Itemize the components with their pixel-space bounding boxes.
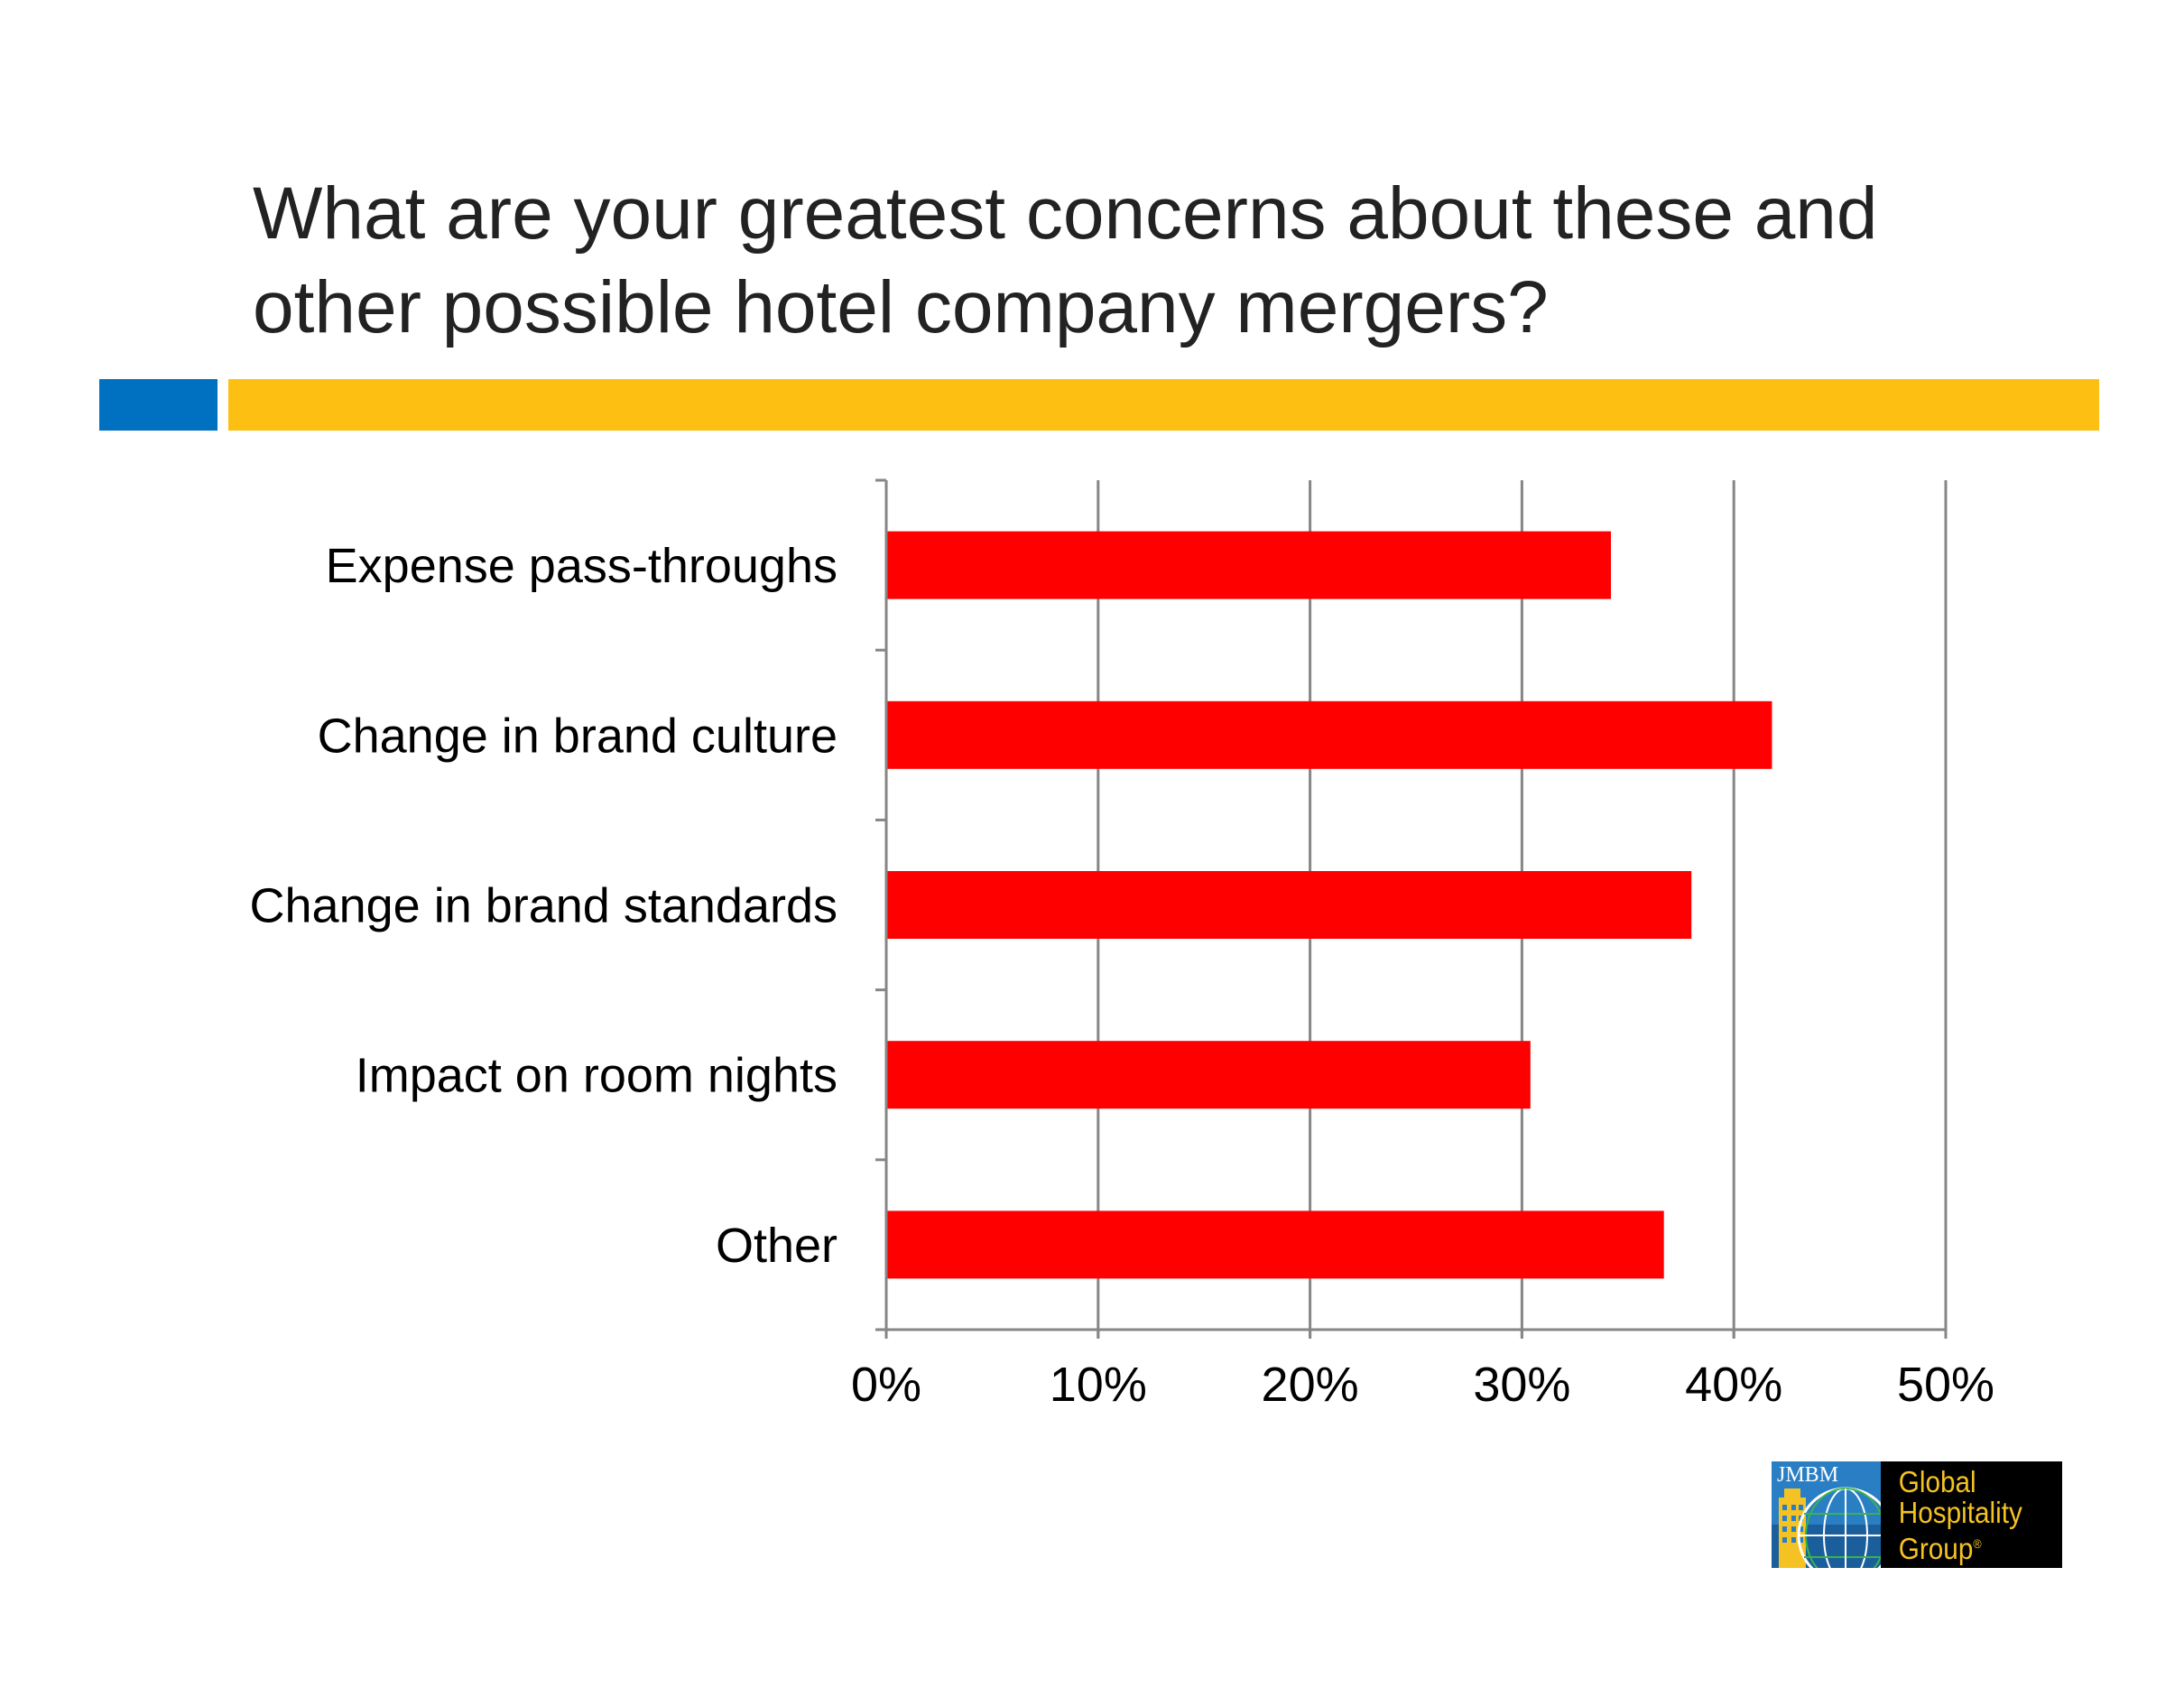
logo-mark-label: JMBM bbox=[1777, 1463, 1839, 1487]
logo-line-3: Group bbox=[1898, 1532, 1974, 1565]
bars bbox=[886, 531, 1772, 1279]
category-label: Change in brand culture bbox=[318, 709, 838, 763]
bar bbox=[886, 1041, 1531, 1109]
x-tick-label: 30% bbox=[1473, 1358, 1570, 1412]
globe-building-icon bbox=[1772, 1461, 1881, 1568]
x-tick-label: 20% bbox=[1262, 1358, 1359, 1412]
bar bbox=[886, 531, 1612, 599]
registered-mark: ® bbox=[1973, 1536, 1982, 1551]
slide-title: What are your greatest concerns about th… bbox=[253, 172, 1878, 348]
bar bbox=[886, 871, 1692, 939]
axes bbox=[875, 478, 1948, 1339]
x-tick-label: 0% bbox=[851, 1358, 921, 1412]
accent-bar-blue bbox=[99, 379, 217, 431]
x-tick-label: 40% bbox=[1685, 1358, 1782, 1412]
x-tick-label: 50% bbox=[1897, 1358, 1994, 1412]
x-tick-label: 10% bbox=[1050, 1358, 1147, 1412]
jmbm-logo: JMBM Global Hospitality Group® bbox=[1772, 1461, 2062, 1568]
category-label: Impact on room nights bbox=[356, 1049, 838, 1103]
accent-bar-yellow bbox=[228, 379, 2099, 431]
bar bbox=[886, 700, 1772, 769]
logo-line-2: Hospitality bbox=[1898, 1496, 2022, 1529]
category-label: Other bbox=[716, 1219, 838, 1273]
labels: 0% 10% 20% 30% 40% 50% Expense pass-throughs Ch… bbox=[250, 539, 1995, 1412]
logo-line-1: Global bbox=[1898, 1465, 1976, 1498]
category-label: Expense pass-throughs bbox=[326, 539, 838, 593]
logo-mark: JMBM bbox=[1772, 1461, 1881, 1568]
bar bbox=[886, 1210, 1664, 1279]
category-label: Change in brand standards bbox=[250, 879, 838, 933]
logo-text: Global Hospitality Group® bbox=[1881, 1461, 2044, 1568]
